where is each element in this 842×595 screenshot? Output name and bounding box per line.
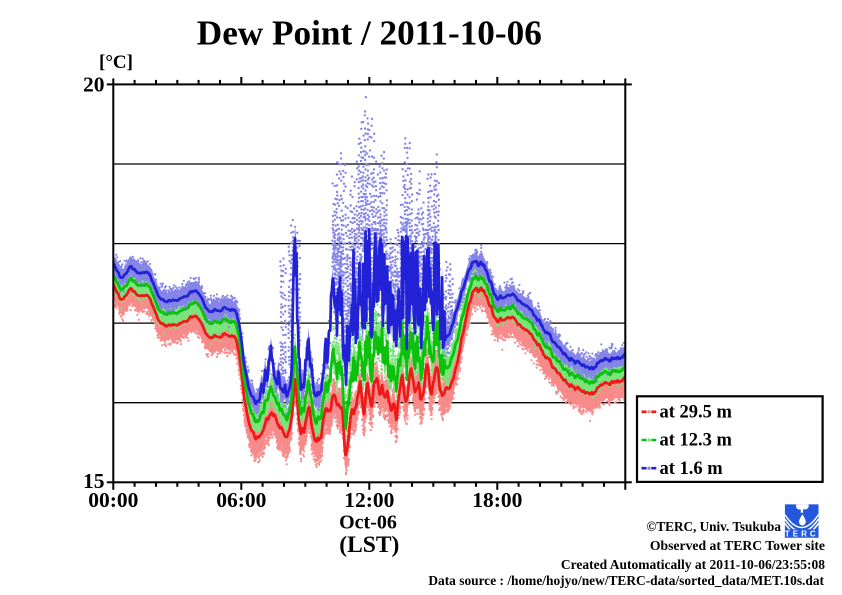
svg-text:(LST): (LST) (339, 532, 399, 558)
svg-text:Data source : /home/hojyo/new/: Data source : /home/hojyo/new/TERC-data/… (428, 573, 824, 588)
svg-text:TERC: TERC (785, 530, 819, 539)
svg-text:18:00: 18:00 (472, 488, 522, 512)
svg-text:[°C]: [°C] (99, 52, 133, 73)
svg-text:©TERC, Univ. Tsukuba: ©TERC, Univ. Tsukuba (647, 519, 782, 534)
svg-text:Created Automatically at 2011-: Created Automatically at 2011-10-06/23:5… (561, 557, 825, 572)
svg-text:Dew Point / 2011-10-06: Dew Point / 2011-10-06 (197, 14, 542, 53)
svg-text:at 29.5 m: at 29.5 m (660, 403, 733, 423)
svg-text:at 12.3 m: at 12.3 m (660, 431, 733, 451)
svg-text:00:00: 00:00 (88, 488, 138, 512)
svg-text:20: 20 (83, 73, 105, 97)
svg-text:15: 15 (83, 469, 105, 493)
svg-text:06:00: 06:00 (216, 488, 266, 512)
svg-text:Observed at TERC Tower site: Observed at TERC Tower site (650, 538, 825, 553)
svg-text:at 1.6 m: at 1.6 m (660, 459, 724, 479)
svg-text:Oct-06: Oct-06 (339, 512, 397, 534)
svg-text:12:00: 12:00 (344, 488, 394, 512)
